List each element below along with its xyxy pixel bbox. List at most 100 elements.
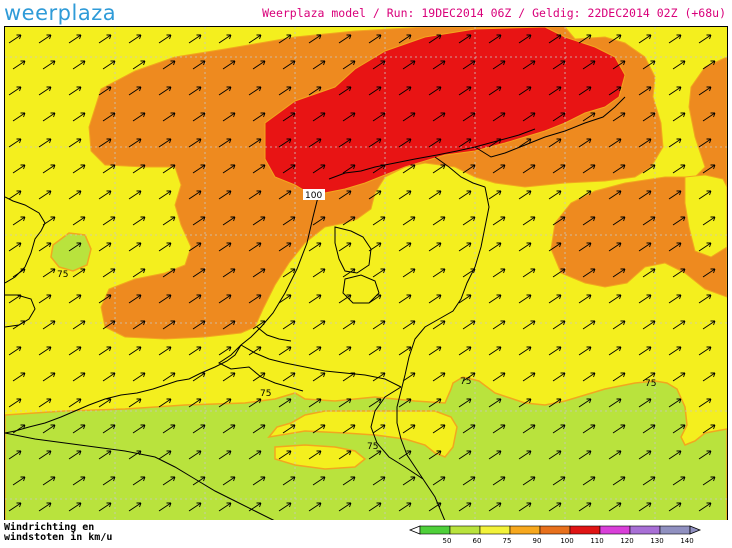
ijsselmeer [334, 226, 372, 274]
wind-arrow [68, 138, 82, 148]
wind-arrow [338, 346, 352, 356]
wind-arrow [128, 294, 142, 304]
nl-be-border [240, 344, 402, 388]
wind-arrow [12, 476, 26, 486]
wind-arrow [582, 60, 596, 70]
band-75-pocket [267, 410, 458, 458]
wind-arrow [308, 138, 322, 148]
wind-arrow [518, 86, 532, 96]
wind-arrow [218, 346, 232, 356]
wind-arrow [428, 86, 442, 96]
wind-arrow [132, 424, 146, 434]
contour-label-75-east: 75 [645, 379, 656, 389]
wind-arrow [522, 424, 536, 434]
wind-arrow [338, 138, 352, 148]
wind-arrow [162, 164, 176, 174]
legend-tick-label: 110 [590, 537, 603, 545]
wind-arrow [698, 450, 712, 460]
wind-arrow [518, 346, 532, 356]
wind-arrow [68, 502, 82, 512]
wind-arrow [218, 190, 232, 200]
wind-arrow [372, 164, 386, 174]
wind-arrow [72, 372, 86, 382]
wind-arrow [578, 502, 592, 512]
weerplaza-logo: weerplaza [4, 1, 116, 25]
contour-label-100: 100 [305, 191, 322, 201]
legend-title: Windrichting en windstoten in km/u [4, 523, 112, 543]
wind-arrow [308, 86, 322, 96]
wind-arrow [552, 164, 566, 174]
legend-tick-label: 60 [473, 537, 482, 545]
wind-arrow [698, 398, 712, 408]
wind-arrow [338, 86, 352, 96]
wind-arrow [218, 138, 232, 148]
wind-arrow [72, 476, 86, 486]
wind-arrow [458, 294, 472, 304]
wind-arrow [402, 372, 416, 382]
wind-arrow [698, 502, 712, 512]
legend-title-line2: windstoten in km/u [4, 532, 113, 543]
legend-swatch [599, 525, 631, 535]
wind-arrow [518, 34, 532, 44]
wind-arrow [162, 372, 176, 382]
wind-arrow [638, 138, 652, 148]
wind-arrow [8, 190, 22, 200]
wind-arrow [548, 242, 562, 252]
wind-arrow [158, 190, 172, 200]
wind-arrow [128, 346, 142, 356]
wind-arrow [402, 112, 416, 122]
wind-arrow [462, 164, 476, 174]
wind-arrow [458, 86, 472, 96]
wind-arrow [522, 268, 536, 278]
wind-arrow [372, 372, 386, 382]
wind-arrow [608, 190, 622, 200]
wind-arrow [128, 398, 142, 408]
wind-arrow [128, 34, 142, 44]
wind-arrow [158, 346, 172, 356]
wind-gust-map: 100 75 75 75 75 75 [4, 26, 728, 522]
wind-arrow [342, 112, 356, 122]
wind-arrow [102, 216, 116, 226]
wind-arrow [162, 268, 176, 278]
wind-arrow [42, 424, 56, 434]
wind-arrow [248, 450, 262, 460]
wind-arrow [638, 86, 652, 96]
wind-arrow [492, 268, 506, 278]
wind-arrow [42, 112, 56, 122]
wind-arrow [672, 268, 686, 278]
wind-arrow [42, 60, 56, 70]
wind-arrow [458, 398, 472, 408]
wind-arrow [12, 60, 26, 70]
legend-tick-label: 75 [503, 537, 512, 545]
wind-arrow [488, 450, 502, 460]
logo-plaza: plaza [57, 1, 117, 25]
wind-arrow [642, 424, 656, 434]
wind-arrow [612, 60, 626, 70]
wind-arrow [608, 398, 622, 408]
wind-arrow [552, 216, 566, 226]
wind-arrow [582, 216, 596, 226]
wind-arrow [128, 450, 142, 460]
wind-arrow [132, 60, 146, 70]
wind-arrow [218, 450, 232, 460]
wind-arrow [428, 346, 442, 356]
wind-arrow [398, 242, 412, 252]
wind-arrow [68, 242, 82, 252]
wind-arrow [488, 502, 502, 512]
wind-arrow [398, 502, 412, 512]
wind-arrow [312, 320, 326, 330]
wind-arrow [222, 216, 236, 226]
wind-arrow [342, 320, 356, 330]
contour-labels: 100 75 75 75 75 75 [57, 189, 656, 452]
wind-arrow [282, 424, 296, 434]
wind-arrow [218, 34, 232, 44]
wind-arrow [518, 138, 532, 148]
wind-arrow [282, 164, 296, 174]
wind-arrow [158, 450, 172, 460]
wind-arrow [432, 372, 446, 382]
wind-arrow [578, 294, 592, 304]
wind-arrow [218, 86, 232, 96]
wind-arrow [638, 502, 652, 512]
wind-arrow [188, 138, 202, 148]
wind-arrow [312, 216, 326, 226]
